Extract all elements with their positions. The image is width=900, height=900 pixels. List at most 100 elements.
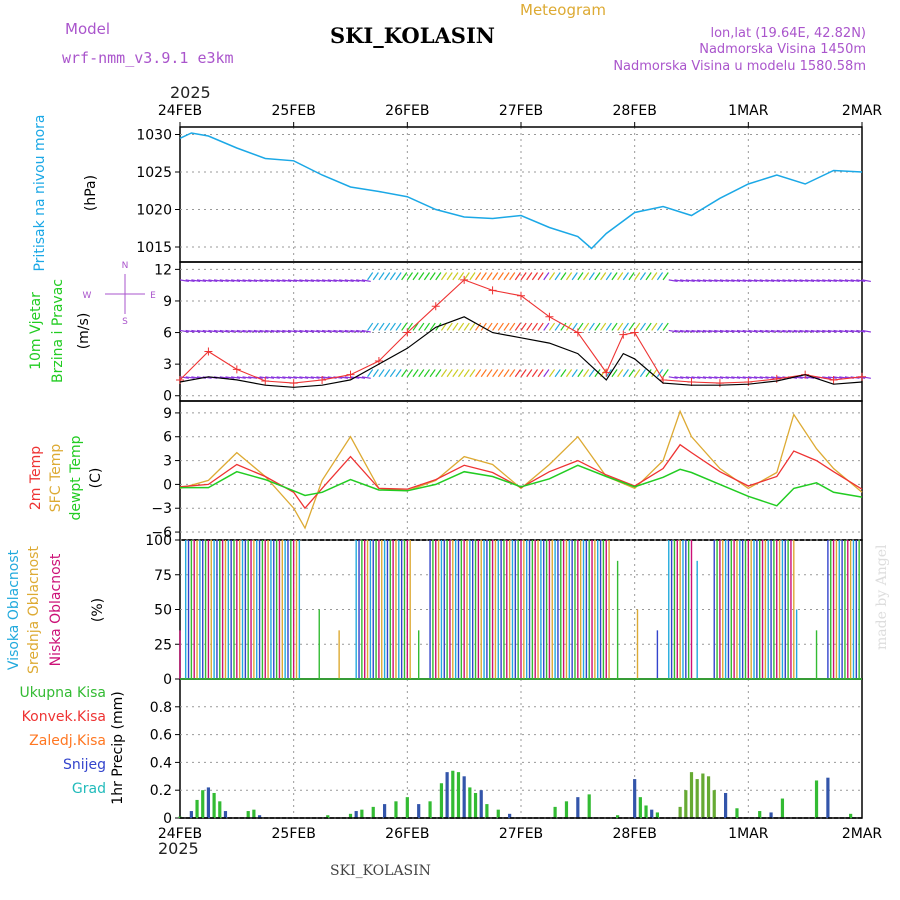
wind-barb [810, 329, 820, 333]
wind-barb [236, 279, 246, 283]
wind-barb [856, 279, 866, 283]
wind-barb [742, 376, 752, 379]
panel-frame [179, 400, 863, 541]
x-tick-label-top: 28FEB [613, 103, 657, 119]
wind-barb [361, 329, 371, 333]
wind-barb [651, 322, 658, 331]
precip-bar [462, 776, 466, 818]
precip-bar [405, 797, 409, 818]
mid-cloud-label: Srednja Oblacnost [26, 546, 42, 674]
wind-barb [691, 376, 701, 379]
wind-barb [714, 376, 724, 379]
wind-gust-marker [858, 372, 866, 381]
precip-bar [735, 808, 739, 818]
wind-barb [423, 322, 431, 331]
y-tick-label: 3 [163, 357, 172, 373]
wind-barb [202, 279, 212, 283]
precip-bar [246, 811, 250, 818]
wind-barb [805, 279, 815, 283]
wind-barb [486, 369, 493, 378]
y-tick-label: 0.2 [150, 783, 172, 799]
wind-barb [674, 376, 684, 379]
wind-barb [628, 369, 635, 378]
wind-barb [384, 272, 391, 281]
wind-barb [702, 329, 712, 333]
wind-barb [753, 376, 763, 379]
precip-bar [473, 792, 478, 818]
precip-bar [428, 801, 432, 818]
dewpt-series-label: dewpt Temp [68, 435, 84, 520]
sfc-series-label: SFC Temp [48, 444, 64, 513]
wind-barb [662, 322, 669, 331]
wind-barb [543, 272, 550, 281]
wind-barb [531, 322, 539, 331]
wind-barb [514, 322, 521, 331]
wind-barb [446, 272, 453, 281]
wind-barb [691, 279, 701, 283]
station-title: SKI_KOLASIN [330, 23, 495, 48]
precip-bar [456, 772, 461, 818]
wind-barb [304, 376, 315, 379]
wind-barb [463, 369, 470, 378]
wind-barb [276, 376, 286, 379]
wind-barb [793, 279, 803, 283]
wind-barb [611, 369, 618, 378]
precip-bar [189, 811, 193, 818]
precip-bar [849, 813, 853, 818]
wind-barb [231, 279, 241, 283]
wind-barb [503, 369, 510, 378]
wind-barb [191, 279, 201, 283]
wind-barb [537, 369, 544, 378]
wind-barb [356, 279, 366, 283]
wind-barb [282, 376, 292, 379]
wind-barb [822, 329, 832, 333]
wind-gust-marker [289, 379, 298, 388]
x-tick-label-bottom: 28FEB [613, 826, 657, 842]
wind-barb [225, 279, 235, 283]
wind-barb [253, 279, 263, 283]
precip-bar [218, 801, 222, 818]
wind-barb [577, 272, 584, 281]
precip-bar [576, 797, 580, 818]
wind-barb [600, 322, 607, 331]
wind-barb [248, 279, 258, 283]
wind-barb [356, 376, 366, 379]
wind-barb [668, 279, 678, 283]
precip-bar [417, 804, 421, 818]
wind-barb [770, 279, 781, 283]
wind-barb [594, 272, 601, 281]
dewpt-line [180, 464, 863, 507]
wind-barb [622, 369, 629, 378]
wind-unit-label: (m/s) [76, 313, 92, 350]
wind-barb [486, 272, 493, 281]
wind-barb [253, 329, 263, 333]
precip-unit-label: 1hr Precip (mm) [110, 691, 126, 804]
wind-barb [509, 369, 516, 378]
year-bottom: 2025 [158, 839, 199, 858]
wind-barb [344, 376, 354, 379]
wind-barb [788, 279, 798, 283]
wind-barb [406, 369, 413, 378]
wind-barb [378, 322, 385, 331]
precip-bar [644, 805, 648, 818]
wind-barb [333, 279, 343, 283]
lonlat-label: lon,lat (19.64E, 42.82N) [710, 26, 866, 41]
wind-barb [554, 272, 561, 281]
precip-bar [684, 790, 688, 818]
wind-barb [611, 272, 618, 281]
pressure-series-label: Pritisak na nivou mora [32, 114, 48, 271]
wind-barb [680, 279, 690, 283]
elevation-label: Nadmorska Visina 1450m [699, 42, 866, 57]
wind-barb [452, 369, 459, 378]
low-cloud-label: Niska Oblacnost [48, 553, 64, 666]
x-tick-label-bottom: 2MAR [842, 826, 883, 842]
wind-barb [685, 329, 695, 333]
wind-barb [469, 322, 476, 331]
precip-bar [655, 812, 659, 818]
wind-barb [617, 272, 624, 281]
wind-barb [514, 272, 521, 281]
wind-barb [531, 369, 539, 378]
wind-barb [520, 272, 527, 281]
wind-barb [719, 329, 729, 333]
wind-barb [810, 279, 820, 283]
